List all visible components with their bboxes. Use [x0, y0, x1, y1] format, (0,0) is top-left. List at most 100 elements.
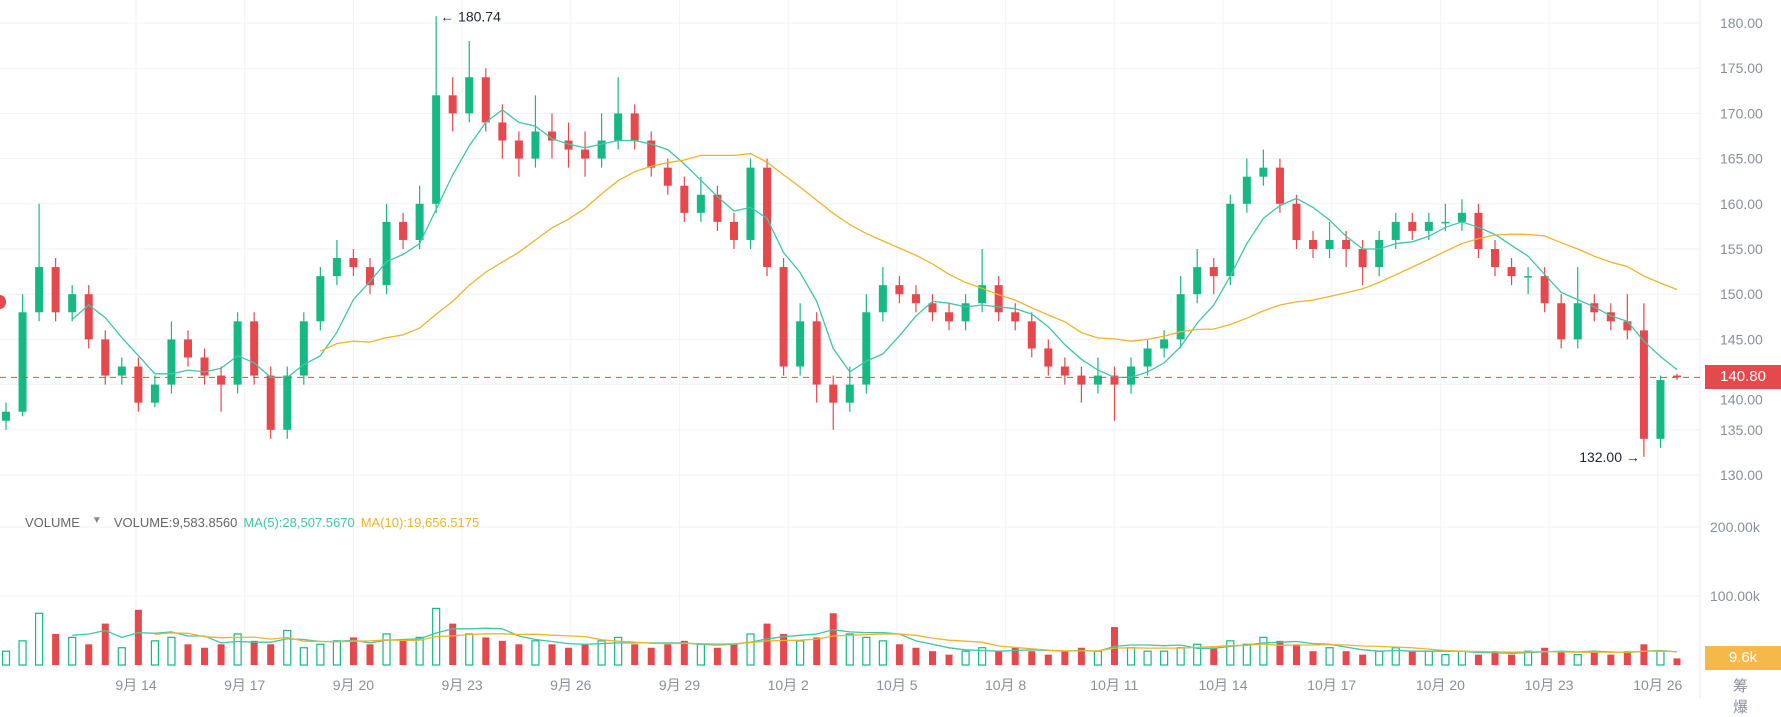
volume-bar-up [68, 636, 77, 666]
candle-up [862, 312, 871, 385]
volume-bar-up [34, 612, 44, 666]
volume-bar-down [581, 644, 589, 665]
x-tick-label: 10月 8 [985, 677, 1026, 693]
candle-down [1507, 267, 1516, 277]
candle-down [647, 140, 656, 168]
volume-bar-down [1309, 651, 1317, 665]
candle-up [167, 339, 176, 385]
candle-down [581, 149, 590, 159]
volume-bar-down [267, 644, 275, 665]
candle-down [1292, 203, 1301, 240]
candle-up [432, 95, 441, 204]
volume-indicator-name[interactable]: VOLUME [25, 515, 80, 530]
volume-bar-up [415, 636, 424, 666]
candle-up [531, 131, 540, 159]
volume-bar-down [1491, 651, 1499, 665]
candle-up [1143, 348, 1152, 367]
low-price-annotation: 132.00 → [1579, 449, 1640, 465]
volume-bar-down [184, 644, 192, 665]
y-tick-label: 165.00 [1720, 151, 1763, 167]
volume-bar-down [1590, 651, 1598, 665]
candle-down [630, 113, 639, 141]
candle-down [1606, 312, 1615, 322]
candle-down [1557, 303, 1566, 340]
volume-bar-up [117, 647, 126, 666]
candle-up [1391, 221, 1400, 240]
y-tick-label: 130.00 [1720, 467, 1763, 483]
volume-bar-up [1656, 650, 1665, 666]
volume-bar-down [498, 640, 506, 665]
volume-bar-up [1126, 647, 1136, 666]
candle-up [1259, 167, 1268, 177]
candle-up [1242, 176, 1251, 204]
candle-down [217, 375, 226, 385]
candle-down [1011, 312, 1020, 322]
volume-bar-down [515, 644, 523, 665]
volume-bar-down [250, 640, 258, 665]
candle-down [1623, 321, 1632, 331]
volume-bar-down [1342, 651, 1350, 665]
y-tick-label: 155.00 [1720, 241, 1763, 257]
volume-bar-down [565, 647, 573, 665]
volume-bar-down [945, 654, 953, 665]
candle-up [614, 113, 623, 141]
volume-bar-up [1193, 643, 1202, 666]
candlestick-chart[interactable]: 130.00 135.00 140.00 145.00 150.00 155.00 160.… [0, 0, 1781, 699]
x-tick-label: 10月 17 [1307, 677, 1356, 693]
volume-bar-down [995, 651, 1003, 665]
candle-down [448, 95, 457, 114]
volume-bar-up [1457, 650, 1467, 666]
candle-up [978, 285, 987, 304]
volume-bar-up [862, 636, 871, 666]
candle-up [465, 77, 474, 114]
volume-tick-label: 200.00k [1710, 519, 1761, 535]
volume-bar-down [1028, 651, 1036, 665]
volume-bar-up [1325, 647, 1334, 666]
candle-down [1342, 239, 1351, 249]
volume-bar-down [449, 623, 457, 665]
candle-up [961, 303, 970, 322]
volume-bar-up [746, 633, 755, 666]
x-tick-label: 10月 11 [1090, 677, 1138, 693]
volume-bar-down [1011, 647, 1019, 665]
price-ma-short-line [71, 108, 1678, 379]
volume-bar-down [399, 640, 407, 665]
y-tick-label: 180.00 [1720, 15, 1763, 31]
candle-down [84, 294, 93, 340]
candle-down [134, 366, 143, 403]
volume-bar-down [647, 647, 655, 665]
volume-bar-down [1408, 651, 1416, 665]
candle-down [498, 122, 507, 141]
candle-down [51, 267, 60, 313]
volume-bar-down [1077, 647, 1085, 665]
volume-bar-up [233, 633, 242, 666]
candle-up [117, 366, 126, 376]
x-tick-label: 10月 23 [1525, 677, 1574, 693]
candle-down [945, 312, 954, 322]
candle-down [250, 321, 259, 376]
volume-bar-up [614, 636, 623, 666]
candle-down [365, 267, 374, 286]
candle-up [796, 321, 805, 367]
chevron-down-icon[interactable]: ▼ [91, 515, 102, 526]
volume-bar-down [1557, 651, 1565, 665]
chart-tools[interactable]: 筹爆 [1733, 678, 1759, 716]
candle-down [1209, 267, 1218, 277]
volume-bar-down [1640, 644, 1648, 665]
volume-bar-up [531, 640, 540, 666]
volume-tick-label: 100.00k [1710, 588, 1761, 604]
volume-bar-down [829, 613, 837, 665]
volume-bar-up [283, 629, 292, 666]
candle-down [729, 221, 738, 240]
volume-bar-down [713, 647, 721, 665]
alert-marker[interactable] [0, 295, 6, 309]
volume-bar-down [763, 623, 771, 665]
volume-ma5: MA(5):28,507.5670 [243, 515, 355, 530]
volume-bar-down [1673, 658, 1681, 665]
candle-up [316, 276, 325, 322]
candle-down [1077, 375, 1086, 385]
candle-up [18, 312, 27, 412]
x-tick-label: 10月 20 [1416, 677, 1465, 693]
volume-bar-down [101, 623, 109, 665]
x-tick-label: 9月 29 [659, 677, 700, 693]
